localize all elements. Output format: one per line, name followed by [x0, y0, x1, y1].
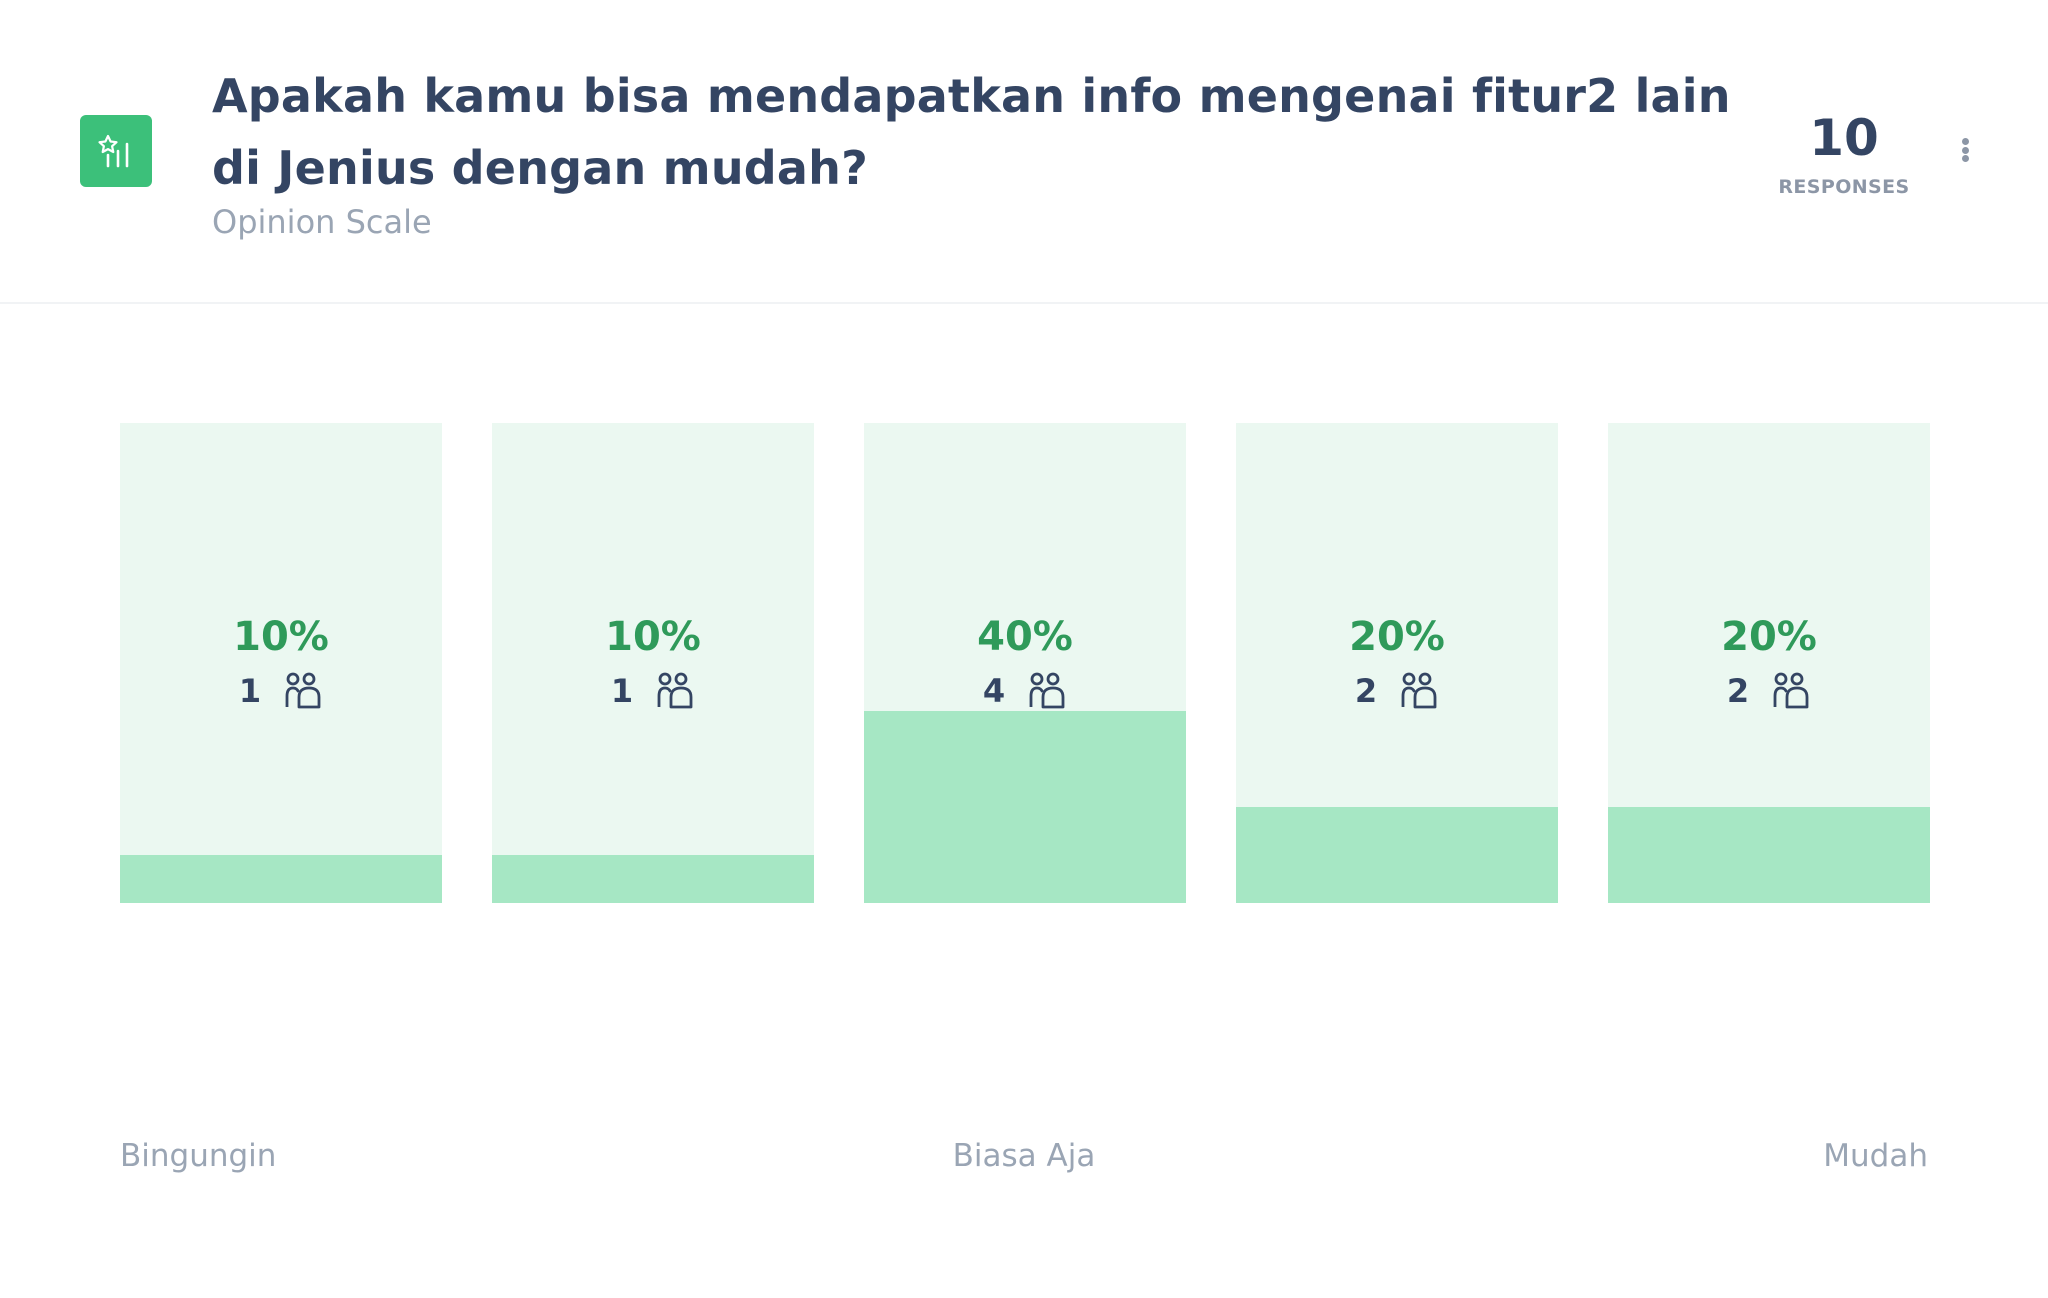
- more-options-button[interactable]: [1950, 130, 1980, 170]
- scale-column-4: 20% 2: [1236, 423, 1558, 903]
- scale-column-3: 40% 4: [864, 423, 1186, 903]
- people-icon: [1029, 672, 1065, 709]
- percent-label: 20%: [1349, 614, 1445, 660]
- scale-column-5: 20% 2: [1608, 423, 1930, 903]
- response-count-row: 4: [864, 671, 1186, 711]
- response-count: 2: [1726, 672, 1750, 710]
- question-type-label: Opinion Scale: [212, 203, 432, 241]
- response-count: 4: [982, 672, 1006, 710]
- response-count-row: 1: [492, 671, 814, 711]
- response-count-row: 1: [120, 671, 442, 711]
- scale-label-middle: Biasa Aja: [952, 1138, 1096, 1174]
- question-title: Apakah kamu bisa mendapatkan info mengen…: [212, 69, 1731, 195]
- response-count: 1: [238, 672, 262, 710]
- response-count: 1: [610, 672, 634, 710]
- responses-label: RESPONSES: [1778, 176, 1910, 198]
- scale-column-1: 10% 1: [120, 423, 442, 903]
- question-type-badge: [80, 115, 152, 187]
- scale-label-left: Bingungin: [120, 1138, 277, 1174]
- more-dot-icon: [1961, 155, 1969, 162]
- bar-fill: [864, 711, 1186, 903]
- people-icon: [285, 672, 321, 709]
- scale-label-right: Mudah: [1823, 1138, 1928, 1174]
- opinion-scale-icon: [98, 134, 129, 168]
- responses-count: 10: [1809, 109, 1879, 167]
- percent-label: 20%: [1721, 614, 1817, 660]
- percent-label: 10%: [605, 614, 701, 660]
- bar-fill: [1236, 807, 1558, 903]
- response-count-row: 2: [1236, 671, 1558, 711]
- bar-fill: [120, 855, 442, 903]
- people-icon: [1773, 672, 1809, 709]
- more-dot-icon: [1961, 146, 1969, 154]
- response-count: 2: [1354, 672, 1378, 710]
- question-header: Apakah kamu bisa mendapatkan info mengen…: [0, 0, 2048, 304]
- response-count-row: 2: [1608, 671, 1930, 711]
- scale-column-2: 10% 1: [492, 423, 814, 903]
- more-dot-icon: [1961, 138, 1969, 145]
- percent-label: 40%: [977, 614, 1073, 660]
- people-icon: [657, 672, 693, 709]
- percent-label: 10%: [233, 614, 329, 660]
- people-icon: [1401, 672, 1437, 709]
- bar-fill: [492, 855, 814, 903]
- bar-fill: [1608, 807, 1930, 903]
